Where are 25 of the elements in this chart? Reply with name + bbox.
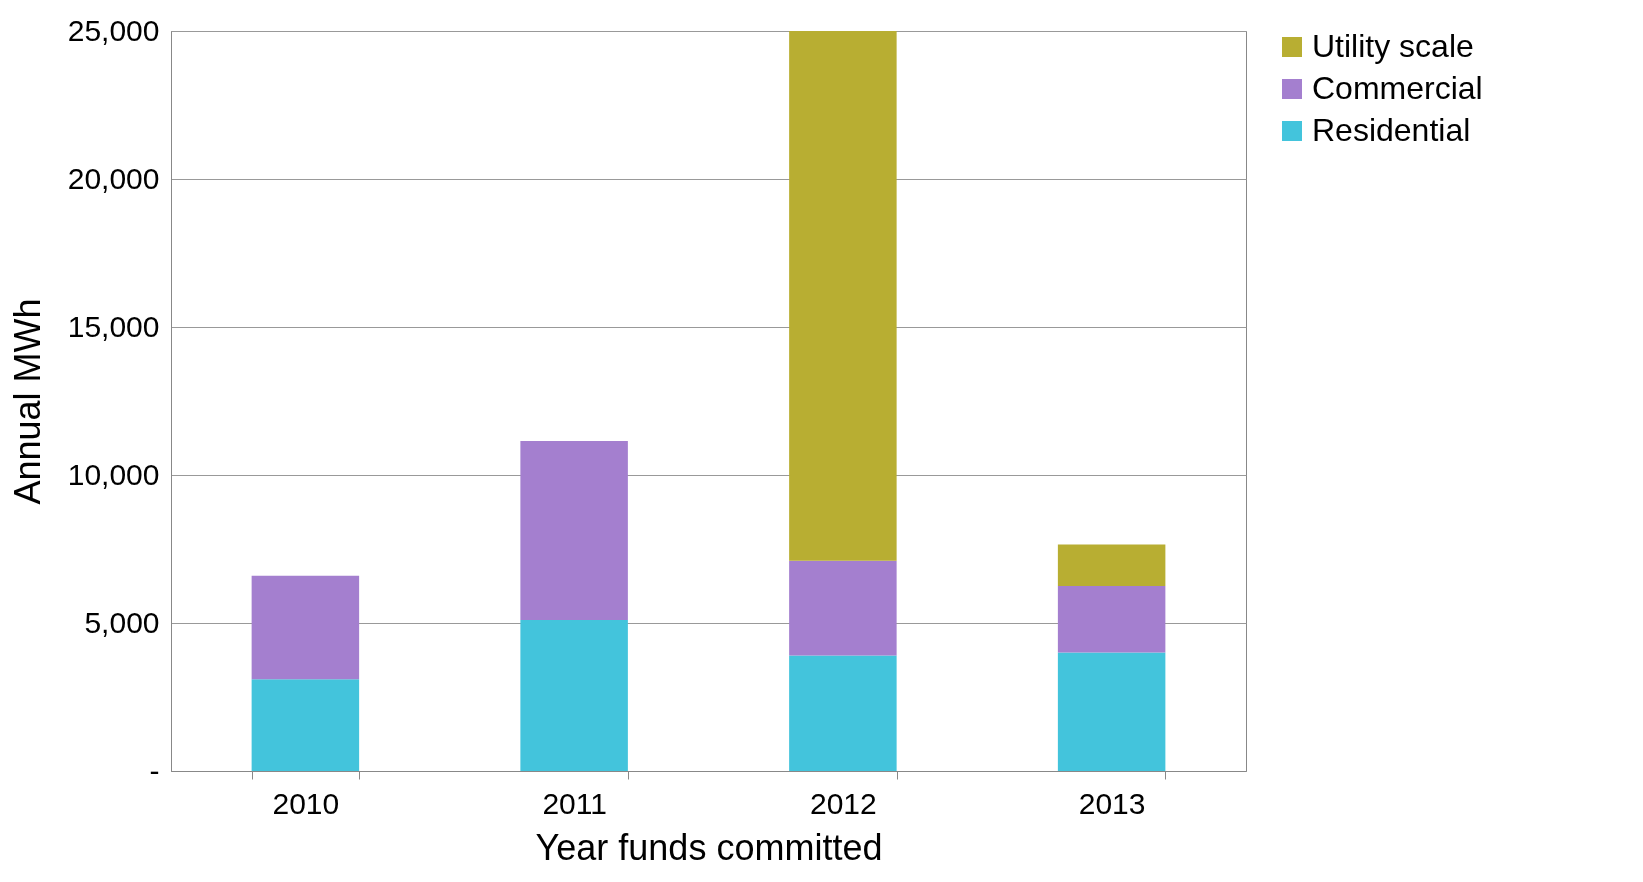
legend-label: Utility scale bbox=[1312, 28, 1474, 64]
y-tick-label: 5,000 bbox=[84, 605, 160, 639]
legend-label: Residential bbox=[1312, 112, 1471, 148]
x-tick-label: 2011 bbox=[542, 786, 607, 820]
bar bbox=[520, 620, 628, 771]
bar bbox=[789, 31, 897, 561]
bar bbox=[520, 440, 628, 621]
y-tick-label: 15,000 bbox=[67, 309, 160, 343]
bar bbox=[1057, 652, 1166, 771]
bar bbox=[789, 655, 897, 771]
bar bbox=[1057, 586, 1166, 653]
bar bbox=[1057, 544, 1166, 586]
bar bbox=[251, 575, 360, 680]
y-tick-label: 25,000 bbox=[67, 13, 160, 47]
y-tick-label: - bbox=[149, 753, 160, 787]
y-axis-title: Annual MWh bbox=[6, 298, 48, 505]
x-tick-label: 2013 bbox=[1078, 786, 1146, 820]
legend-label: Commercial bbox=[1312, 70, 1483, 106]
y-tick-label: 10,000 bbox=[67, 457, 160, 491]
y-tick-label: 20,000 bbox=[67, 161, 160, 195]
x-tick-label: 2010 bbox=[272, 786, 340, 820]
x-tick-label: 2012 bbox=[810, 786, 877, 820]
bar bbox=[251, 679, 360, 771]
bar bbox=[789, 560, 897, 656]
x-axis-title: Year funds committed bbox=[535, 826, 883, 868]
